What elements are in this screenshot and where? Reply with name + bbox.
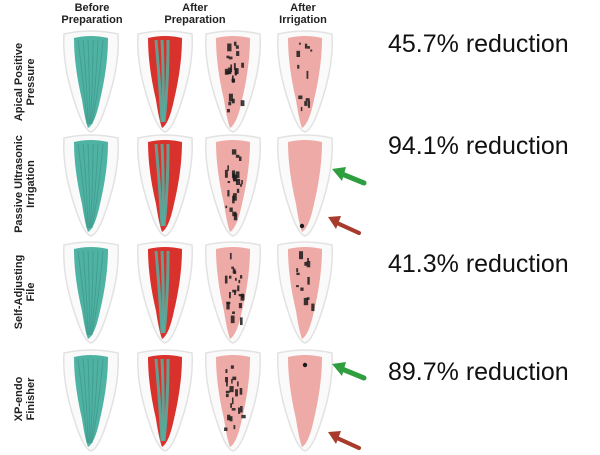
row-label-xp-endo-finisher: XP-endo Finisher xyxy=(2,345,48,453)
tooth-image-self-adjusting-file-after-preparation-b xyxy=(205,241,261,344)
row-label-text: XP-endo Finisher xyxy=(13,376,37,422)
brown-arrow-icon xyxy=(328,216,361,235)
reduction-label-apical-positive-pressure: 45.7% reduction xyxy=(388,30,569,58)
tooth-image-xp-endo-finisher-before-preparation xyxy=(63,349,119,452)
row-label-text: Passive Ultrasonic Irrigation xyxy=(13,135,37,233)
tooth-image-passive-ultrasonic-irrigation-after-irrigation xyxy=(277,134,333,237)
row-label-self-adjusting-file: Self-Adjusting File xyxy=(2,238,48,346)
tooth-image-xp-endo-finisher-after-preparation-a xyxy=(137,349,193,452)
row-label-apical-positive-pressure: Apical Positive Pressure xyxy=(2,28,48,136)
column-header-after-preparation: After Preparation xyxy=(164,2,226,26)
column-header-before-preparation: Before Preparation xyxy=(61,2,123,26)
tooth-image-xp-endo-finisher-after-preparation-b xyxy=(205,349,261,452)
reduction-label-self-adjusting-file: 41.3% reduction xyxy=(388,250,569,278)
green-arrow-icon xyxy=(332,167,367,186)
tooth-image-xp-endo-finisher-after-irrigation xyxy=(277,349,333,452)
row-label-passive-ultrasonic-irrigation: Passive Ultrasonic Irrigation xyxy=(2,130,48,238)
tooth-image-apical-positive-pressure-after-preparation-a xyxy=(137,30,193,133)
tooth-image-apical-positive-pressure-after-preparation-b xyxy=(205,30,261,133)
tooth-image-passive-ultrasonic-irrigation-after-preparation-a xyxy=(137,134,193,237)
row-label-text: Apical Positive Pressure xyxy=(13,42,37,122)
tooth-image-passive-ultrasonic-irrigation-before-preparation xyxy=(63,134,119,237)
reduction-label-xp-endo-finisher: 89.7% reduction xyxy=(388,358,569,386)
tooth-image-apical-positive-pressure-after-irrigation xyxy=(277,30,333,133)
tooth-image-passive-ultrasonic-irrigation-after-preparation-b xyxy=(205,134,261,237)
green-arrow-icon xyxy=(332,362,367,381)
row-label-text: Self-Adjusting File xyxy=(13,254,37,330)
brown-arrow-icon xyxy=(328,431,361,450)
tooth-image-self-adjusting-file-after-preparation-a xyxy=(137,241,193,344)
tooth-image-self-adjusting-file-after-irrigation xyxy=(277,241,333,344)
tooth-image-apical-positive-pressure-before-preparation xyxy=(63,30,119,133)
column-header-after-irrigation: After Irrigation xyxy=(279,2,327,26)
reduction-label-passive-ultrasonic-irrigation: 94.1% reduction xyxy=(388,132,569,160)
tooth-image-self-adjusting-file-before-preparation xyxy=(63,241,119,344)
